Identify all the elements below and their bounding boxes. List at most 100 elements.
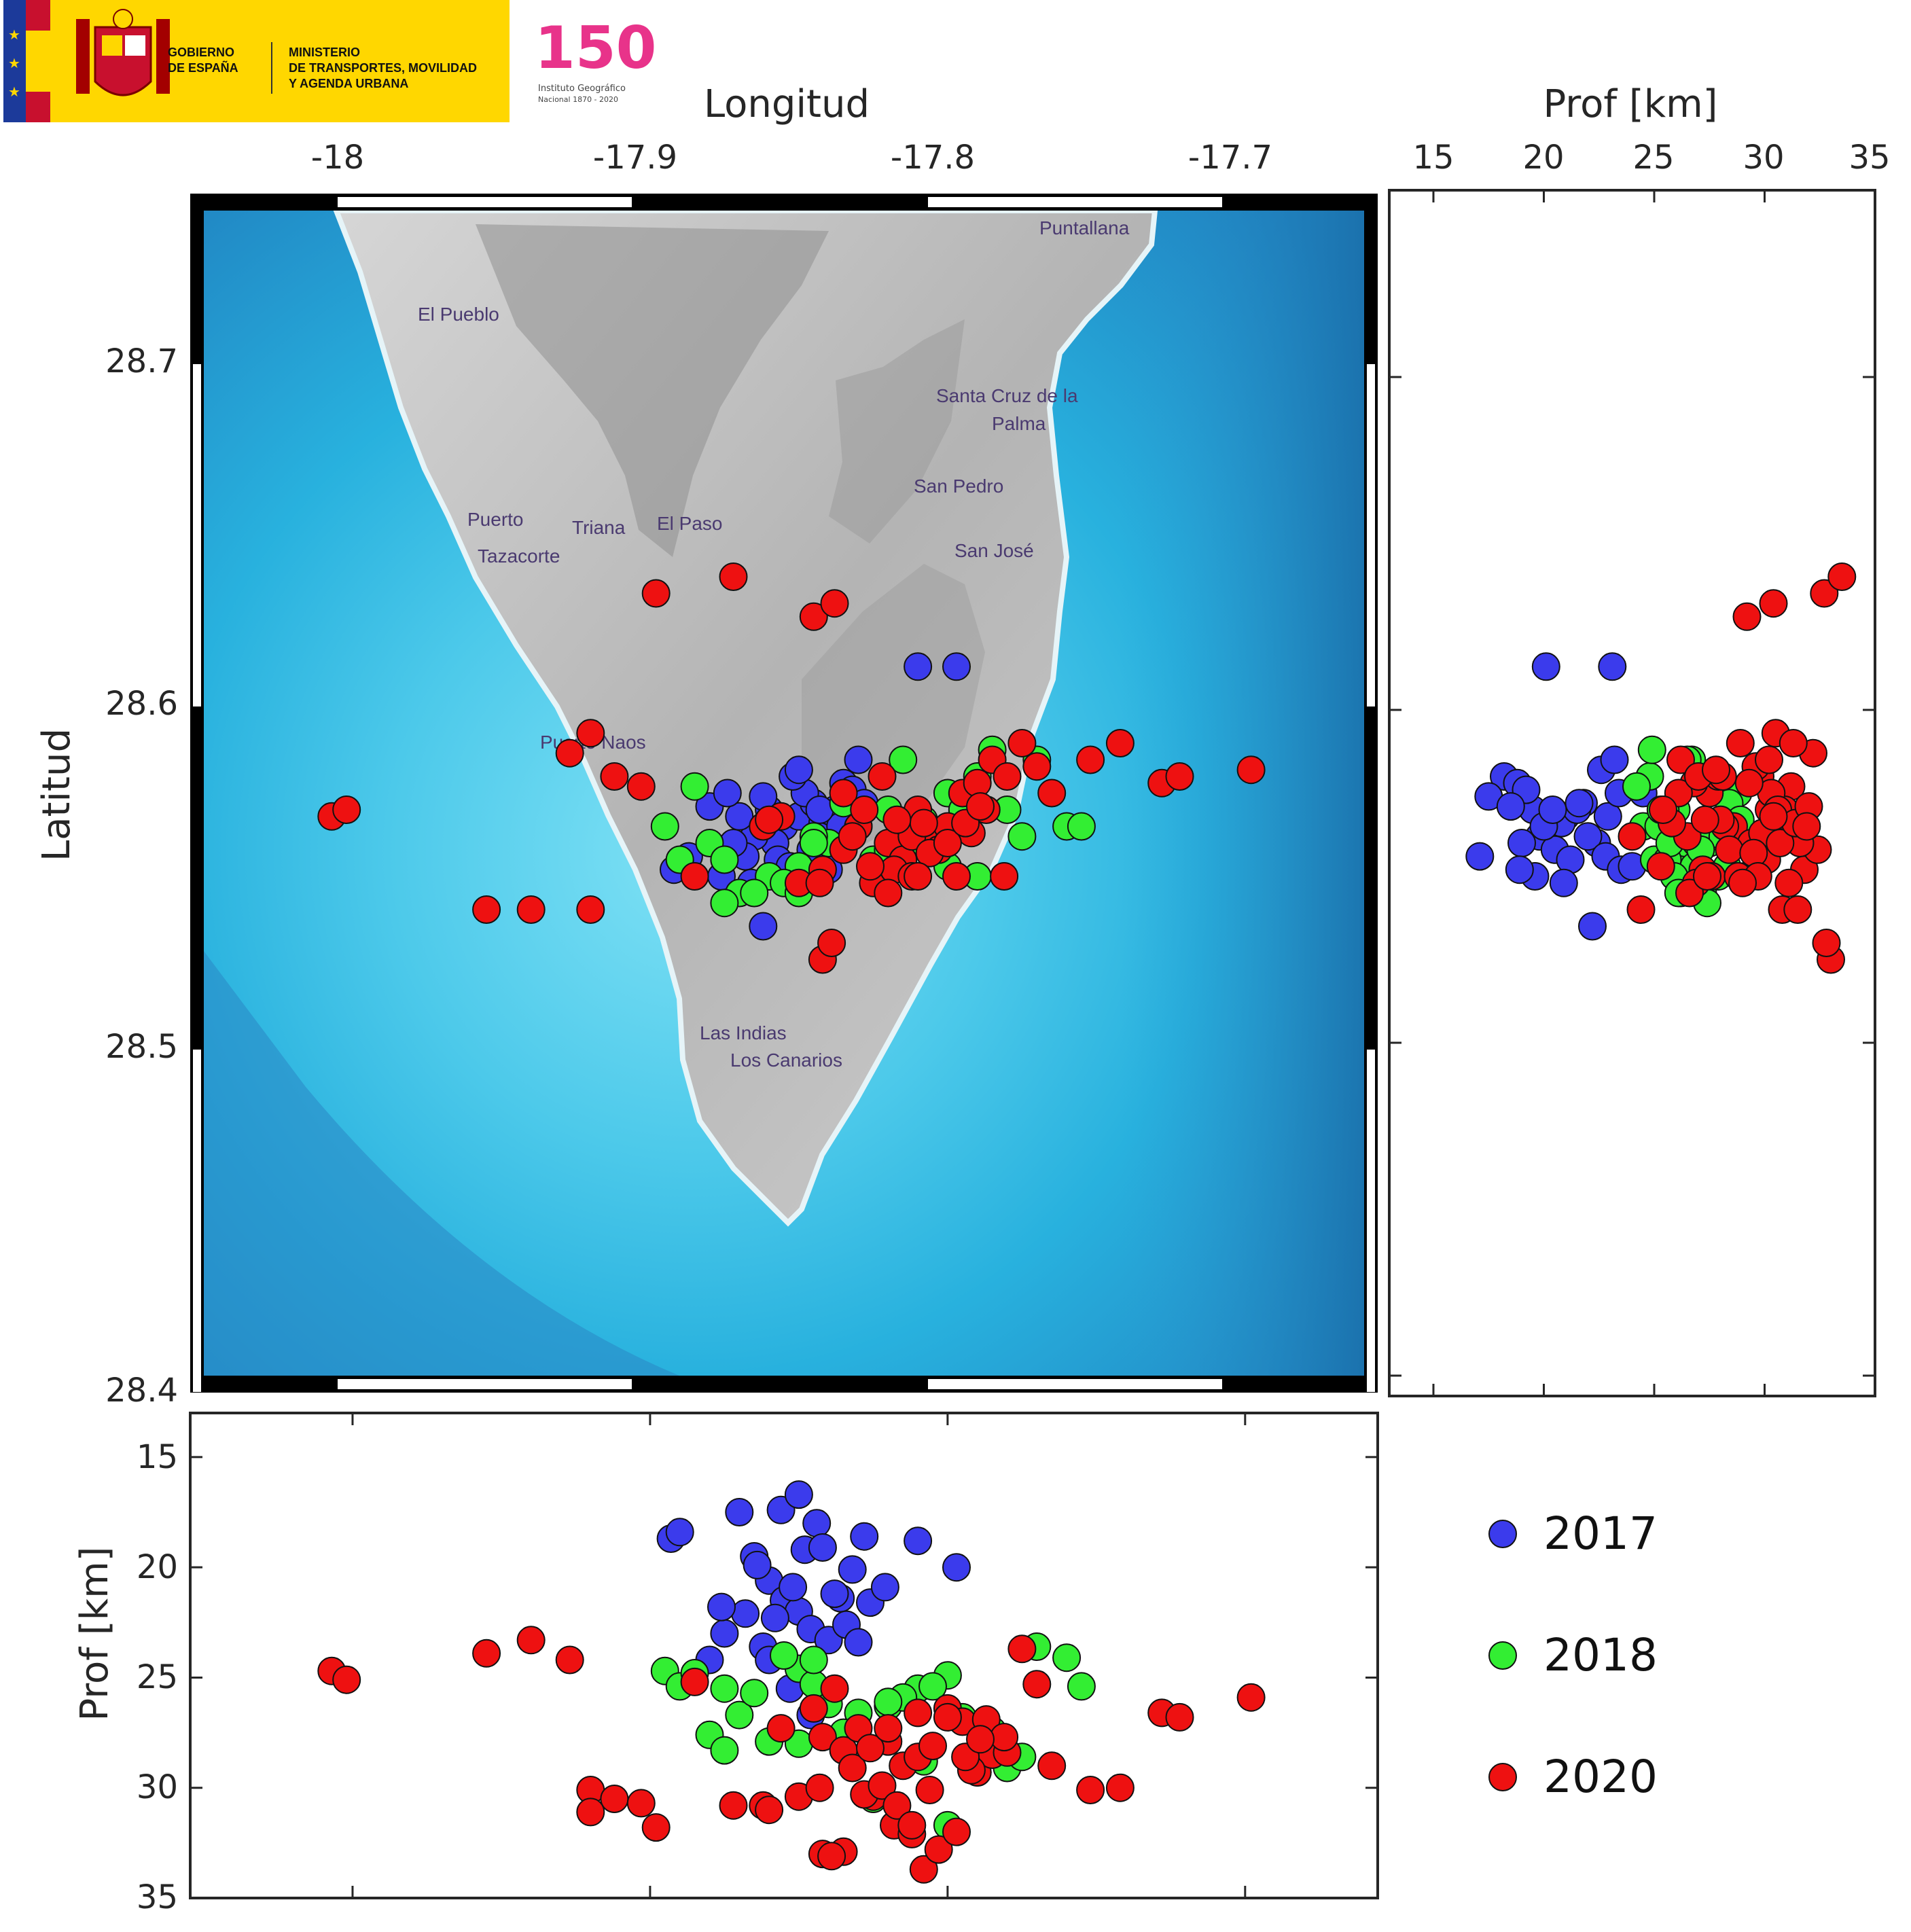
scatter-point-2017 <box>942 652 971 681</box>
scatter-point-2020 <box>933 1702 962 1732</box>
bottom-y-tick-label: 20 <box>137 1548 178 1586</box>
scatter-point-2020 <box>1007 1634 1037 1664</box>
scatter-point-2020 <box>680 862 709 891</box>
map-frame <box>190 194 1378 1393</box>
bottom-y-tick-label: 30 <box>137 1768 178 1806</box>
map-y-axis-label: Latitud <box>35 728 79 861</box>
right-panel-ticks <box>1389 190 1876 1396</box>
scatter-point-2017 <box>844 745 873 774</box>
legend-entry-2018: 2018 <box>1488 1629 1658 1681</box>
scatter-point-2020 <box>1732 602 1762 631</box>
scatter-point-2018 <box>650 812 679 841</box>
bottom-scatter-points <box>317 1480 1266 1884</box>
scatter-point-2018 <box>740 878 769 908</box>
bottom-y-tick-label: 35 <box>137 1878 178 1916</box>
longitude-depth-panel: Prof [km] 15 20 25 30 35 <box>73 1412 1379 1916</box>
scatter-point-2020 <box>856 852 885 881</box>
scatter-point-2017 <box>749 912 778 941</box>
scatter-point-2020 <box>576 1797 605 1827</box>
scatter-point-2020 <box>1007 729 1037 757</box>
place-label-palma: Palma <box>992 413 1046 434</box>
map-x-tick-label: -17.9 <box>593 139 677 177</box>
spain-flag-stripe <box>26 92 50 122</box>
scatter-point-2018 <box>889 745 918 774</box>
map-x-axis-label: Longitud <box>704 82 870 126</box>
legend-marker-2020 <box>1488 1763 1517 1791</box>
scatter-point-2018 <box>770 1641 798 1670</box>
scatter-point-2018 <box>918 1672 947 1701</box>
scatter-point-2018 <box>710 1736 739 1765</box>
scatter-point-2020 <box>918 1732 947 1761</box>
scatter-point-2018 <box>710 889 739 918</box>
scatter-point-2020 <box>1626 895 1656 924</box>
bottom-y-tick-labels: 15 20 25 30 35 <box>137 1438 178 1916</box>
scatter-point-2018 <box>740 1679 769 1708</box>
eu-flag-icon <box>3 0 26 122</box>
scatter-point-2020 <box>1105 1773 1135 1802</box>
scatter-point-2020 <box>993 762 1022 791</box>
scatter-point-2017 <box>844 1628 873 1657</box>
scatter-point-2020 <box>1774 868 1804 897</box>
scatter-point-2020 <box>516 1626 546 1655</box>
place-label-san-pedro: San Pedro <box>914 476 1003 497</box>
scatter-point-2020 <box>829 779 858 808</box>
anniv-line1: Instituto Geográfico <box>538 84 626 94</box>
scatter-point-2020 <box>820 1674 849 1703</box>
scatter-point-2020 <box>990 862 1019 891</box>
scatter-point-2020 <box>1812 929 1841 957</box>
scatter-point-2017 <box>1578 912 1607 941</box>
gov-line1: GOBIERNO <box>168 46 234 59</box>
legend-label-2018: 2018 <box>1543 1629 1658 1681</box>
scatter-point-2020 <box>820 589 849 618</box>
right-x-tick-label: 20 <box>1522 139 1564 177</box>
scatter-point-2017 <box>1593 802 1622 831</box>
scatter-point-2020 <box>933 829 962 857</box>
anniv-number: 150 <box>535 14 657 82</box>
scatter-point-2020 <box>838 822 867 851</box>
map-x-tick-label: -17.8 <box>891 139 975 177</box>
scatter-point-2017 <box>870 1573 899 1602</box>
scatter-point-2020 <box>1702 755 1730 785</box>
scatter-point-2020 <box>874 1714 903 1743</box>
scatter-point-2020 <box>966 1725 995 1754</box>
scatter-point-2020 <box>576 895 605 924</box>
place-label-puerto: Puerto <box>467 509 524 530</box>
scatter-point-2020 <box>1675 878 1704 908</box>
scatter-point-2018 <box>710 845 739 874</box>
legend-label-2017: 2017 <box>1543 1507 1658 1560</box>
place-label-el-paso: El Paso <box>657 513 723 534</box>
map-x-tick-labels: -18 -17.9 -17.8 -17.7 <box>311 139 1272 177</box>
scatter-point-2020 <box>838 1753 867 1783</box>
scatter-point-2020 <box>1165 762 1194 791</box>
scatter-point-2017 <box>725 802 754 831</box>
scatter-point-2020 <box>856 1734 885 1763</box>
legend: 2017 2018 2020 <box>1488 1507 1658 1803</box>
scatter-point-2020 <box>555 738 584 768</box>
scatter-point-2017 <box>779 1573 808 1602</box>
scatter-point-2020 <box>1766 829 1795 857</box>
scatter-point-2017 <box>784 1480 813 1509</box>
map-y-tick-labels: 28.4 28.5 28.6 28.7 <box>105 342 178 1410</box>
scatter-point-2017 <box>1538 795 1567 824</box>
caldera-ridge <box>476 224 829 557</box>
scatter-point-2020 <box>805 1773 834 1802</box>
map-scatter-points <box>317 562 1266 974</box>
scatter-point-2020 <box>874 878 903 908</box>
scatter-point-2020 <box>600 1785 629 1813</box>
scatter-point-2017 <box>820 1579 849 1609</box>
scatter-point-2020 <box>755 805 784 834</box>
map-y-tick-label: 28.7 <box>105 342 178 380</box>
scatter-point-2020 <box>882 1791 912 1820</box>
place-label-puntallana: Puntallana <box>1039 217 1130 238</box>
right-x-tick-labels: 15 20 25 30 35 <box>1412 139 1890 177</box>
scatter-point-2017 <box>1549 868 1578 897</box>
island-land <box>332 208 1158 1227</box>
legend-entry-2017: 2017 <box>1488 1507 1658 1560</box>
bottom-y-axis-label: Prof [km] <box>73 1546 117 1721</box>
scatter-point-2017 <box>731 1599 760 1628</box>
scatter-point-2020 <box>915 1776 944 1804</box>
right-x-tick-label: 35 <box>1849 139 1890 177</box>
scatter-point-2020 <box>332 1665 361 1694</box>
map-y-tick-label: 28.6 <box>105 685 178 723</box>
scatter-point-2020 <box>924 1835 953 1864</box>
